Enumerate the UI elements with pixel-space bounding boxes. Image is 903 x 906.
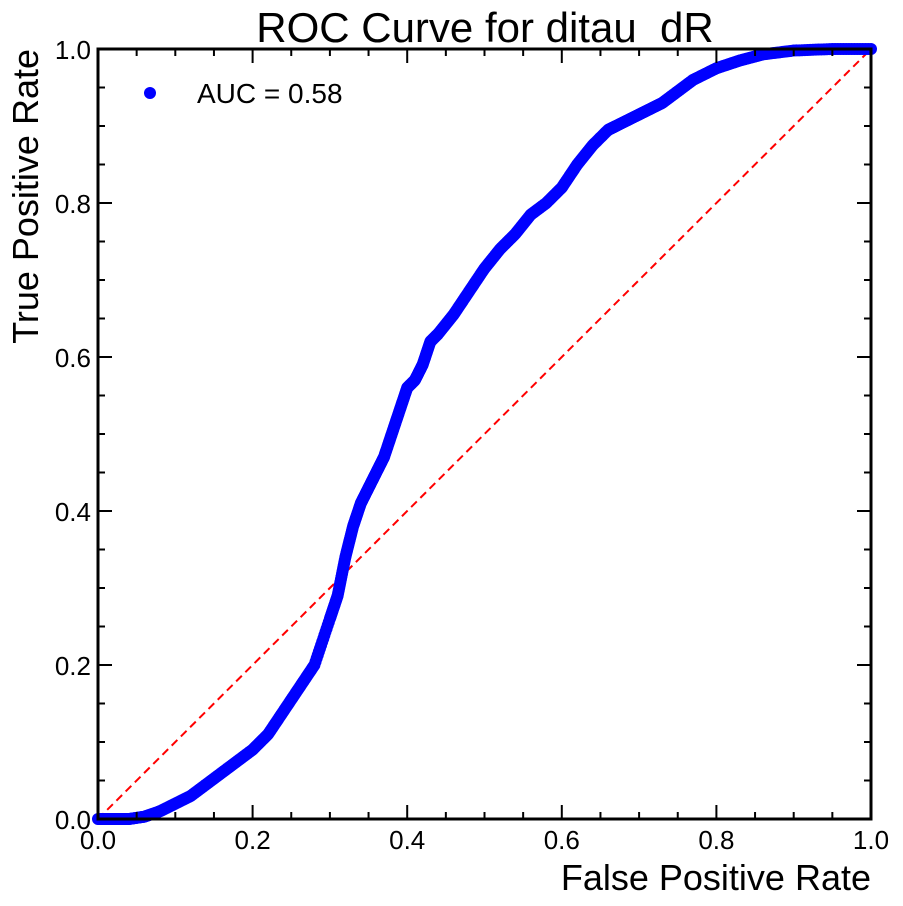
y-axis-title: True Positive Rate <box>5 49 46 344</box>
y-tick-label: 1.0 <box>55 35 91 65</box>
chart-title: ROC Curve for ditau_dR <box>256 4 714 51</box>
y-tick-label: 0.0 <box>55 805 91 835</box>
x-tick-label: 0.4 <box>389 825 425 855</box>
y-tick-label: 0.8 <box>55 189 91 219</box>
roc-points-layer <box>92 43 877 825</box>
legend-label: AUC = 0.58 <box>197 78 343 109</box>
x-tick-label: 0.8 <box>698 825 734 855</box>
x-tick-label: 1.0 <box>853 825 889 855</box>
reference-line-layer <box>97 48 872 820</box>
y-tick-label: 0.2 <box>55 651 91 681</box>
x-axis-title: False Positive Rate <box>561 857 871 898</box>
reference-diagonal-line <box>97 48 872 820</box>
x-tick-label: 0.2 <box>235 825 271 855</box>
ticks-layer: 0.0 0.2 0.4 0.6 0.8 1.0 0.0 0.2 0.4 0.6 0.8 1.0 <box>55 35 889 855</box>
y-tick-label: 0.4 <box>55 497 91 527</box>
legend-marker <box>144 87 156 99</box>
legend: AUC = 0.58 <box>144 78 343 109</box>
x-tick-label: 0.6 <box>544 825 580 855</box>
y-tick-label: 0.6 <box>55 343 91 373</box>
x-tick-label: 0.0 <box>80 825 116 855</box>
